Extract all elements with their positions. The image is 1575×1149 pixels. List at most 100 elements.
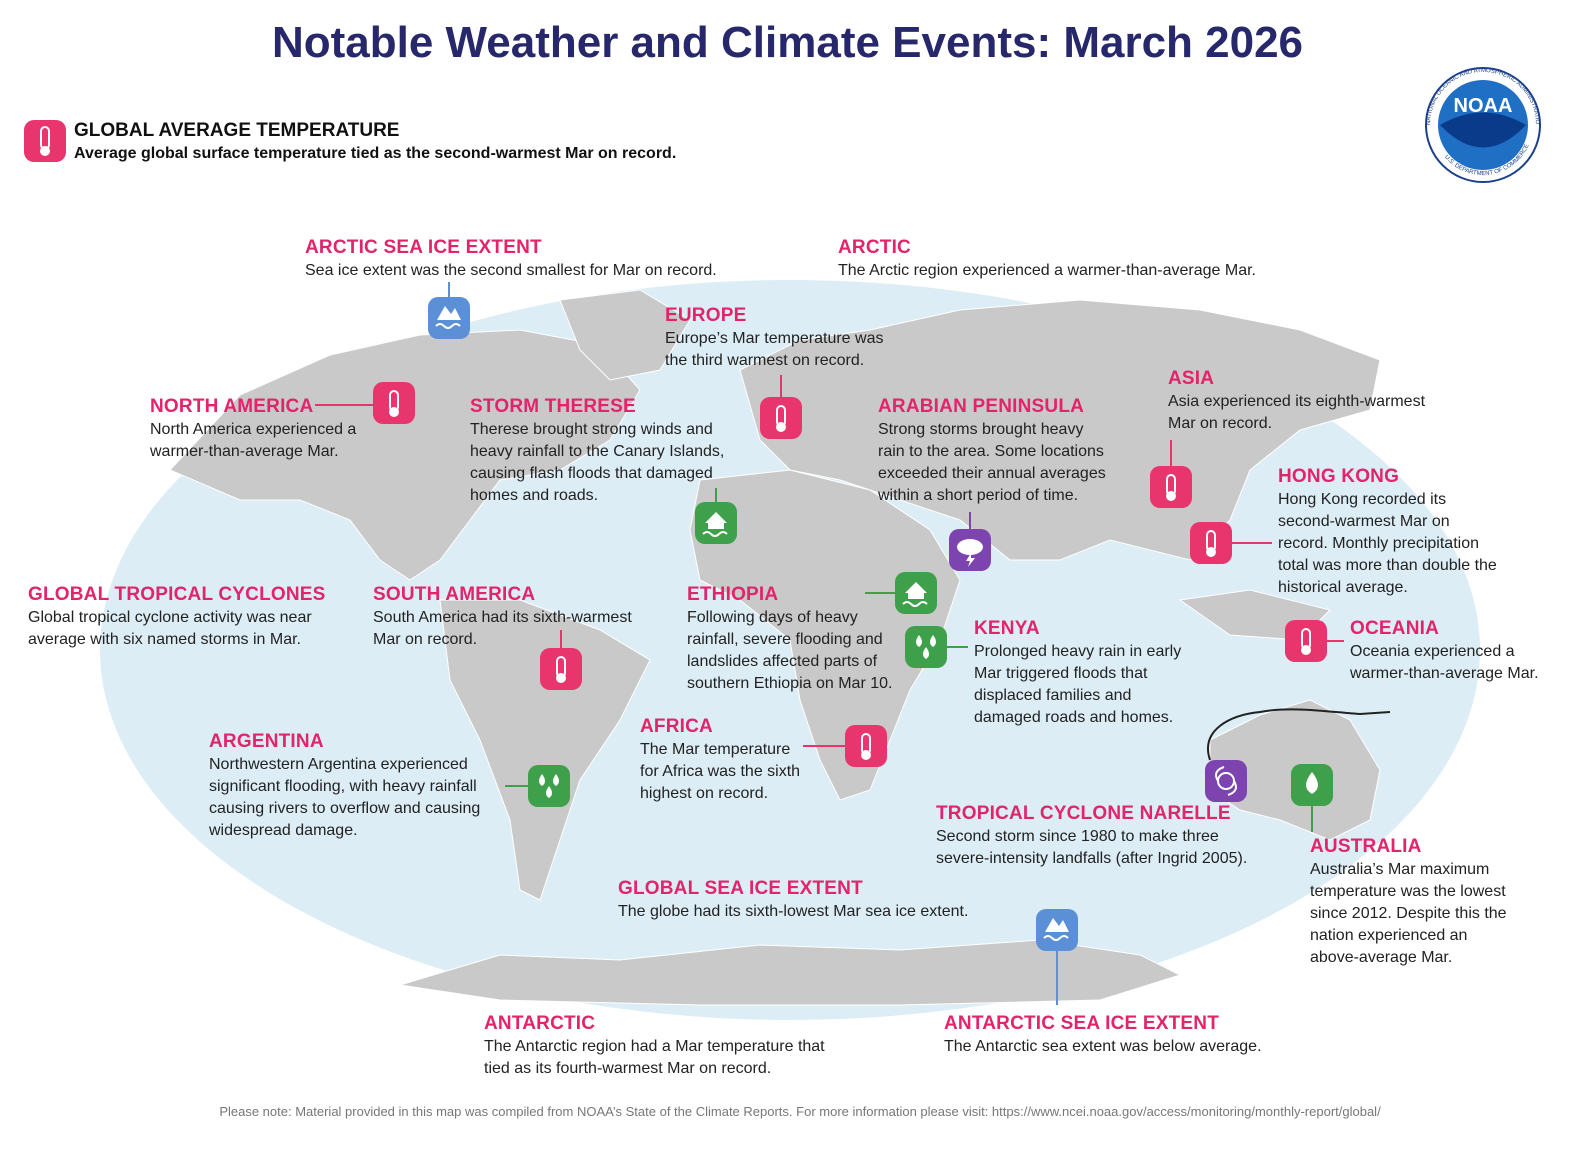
event-heading: EUROPE bbox=[665, 305, 747, 326]
event-icon bbox=[845, 725, 887, 767]
thermometer-bulb bbox=[556, 673, 566, 683]
event-text: highest on record. bbox=[640, 785, 769, 802]
event-text: Global tropical cyclone activity was nea… bbox=[28, 609, 312, 626]
event-heading: ASIA bbox=[1168, 368, 1215, 389]
event-text: Second storm since 1980 to make three bbox=[936, 828, 1219, 845]
event: GLOBAL TROPICAL CYCLONES Global tropical … bbox=[28, 583, 326, 651]
event-text: landslides affected parts of bbox=[687, 653, 878, 670]
event-text: second-warmest Mar on bbox=[1278, 513, 1450, 530]
event-text: the third warmest on record. bbox=[665, 352, 865, 369]
ice-glyph bbox=[437, 306, 461, 320]
drop-glyph bbox=[539, 774, 545, 786]
title: Notable Weather and Climate Events: Marc… bbox=[271, 18, 1304, 67]
ice-glyph bbox=[1045, 918, 1069, 932]
thermometer-bulb bbox=[1301, 645, 1311, 655]
thermometer-bulb bbox=[389, 407, 399, 417]
event-icon bbox=[1205, 760, 1247, 802]
event-text: causing rivers to overflow and causing bbox=[209, 800, 481, 817]
event-text: The Antarctic region had a Mar temperatu… bbox=[484, 1038, 825, 1055]
drop-glyph bbox=[553, 774, 559, 786]
event-icon bbox=[1190, 522, 1232, 564]
event: ARCTIC SEA ICE EXTENT Sea ice extent was … bbox=[305, 236, 717, 282]
event-heading: GLOBAL TROPICAL CYCLONES bbox=[28, 584, 326, 605]
event-text: Prolonged heavy rain in early bbox=[974, 643, 1182, 660]
event-text: The globe had its sixth-lowest Mar sea i… bbox=[618, 903, 969, 920]
drop-glyph bbox=[1306, 772, 1318, 794]
event: TROPICAL CYCLONE NARELLE Second storm sin… bbox=[936, 802, 1247, 870]
event: GLOBAL SEA ICE EXTENT The globe had its s… bbox=[618, 877, 968, 923]
event-text: Northwestern Argentina experienced bbox=[209, 756, 468, 773]
house-glyph bbox=[905, 582, 927, 599]
event: ANTARCTIC The Antarctic region had a Mar … bbox=[484, 1012, 825, 1080]
event-text: displaced families and bbox=[974, 687, 1132, 704]
event-heading: SOUTH AMERICA bbox=[373, 584, 536, 605]
event-text: The Antarctic sea extent was below avera… bbox=[944, 1038, 1262, 1055]
event-icon bbox=[373, 382, 415, 424]
event-text: since 2012. Despite this the bbox=[1310, 905, 1507, 922]
event-text: Mar triggered floods that bbox=[974, 665, 1148, 682]
thermometer-bulb bbox=[1206, 547, 1216, 557]
event-text: widespread damage. bbox=[209, 822, 358, 839]
wave-glyph bbox=[435, 323, 461, 329]
event-text: Strong storms brought heavy bbox=[878, 421, 1084, 438]
event-text: rain to the area. Some locations bbox=[878, 443, 1104, 460]
event-heading: ARCTIC SEA ICE EXTENT bbox=[305, 237, 542, 258]
event-text: temperature was the lowest bbox=[1310, 883, 1506, 900]
event-text: damaged roads and homes. bbox=[974, 709, 1174, 726]
event-text: North America experienced a bbox=[150, 421, 357, 438]
event-icon bbox=[1285, 620, 1327, 662]
event-heading: ANTARCTIC SEA ICE EXTENT bbox=[944, 1013, 1220, 1034]
event-heading: AUSTRALIA bbox=[1310, 836, 1422, 857]
event-text: Oceania experienced a bbox=[1350, 643, 1515, 660]
event-heading: ANTARCTIC bbox=[484, 1013, 596, 1034]
event-text: Sea ice extent was the second smallest f… bbox=[305, 262, 717, 279]
footnote: Please note: Material provided in this m… bbox=[219, 1104, 1381, 1119]
drop-glyph bbox=[546, 786, 552, 798]
event-heading: ARCTIC bbox=[838, 237, 911, 258]
event-icon bbox=[1150, 466, 1192, 508]
event-text: Therese brought strong winds and bbox=[470, 421, 713, 438]
event-text: for Africa was the sixth bbox=[640, 763, 801, 780]
global-text: Average global surface temperature tied … bbox=[74, 145, 677, 162]
event-text: Europe’s Mar temperature was bbox=[665, 330, 884, 347]
cyclone-track bbox=[1207, 708, 1391, 761]
event-heading: OCEANIA bbox=[1350, 618, 1440, 639]
event-heading: STORM THERESE bbox=[470, 396, 636, 417]
bolt-glyph bbox=[966, 553, 975, 567]
event: AUSTRALIA Australia’s Mar maximum temperat… bbox=[1310, 835, 1507, 969]
house-glyph bbox=[705, 512, 727, 529]
event-text: The Mar temperature bbox=[640, 741, 791, 758]
event: HONG KONG Hong Kong recorded its second-wa… bbox=[1278, 465, 1497, 599]
event: ETHIOPIA Following days of heavy rainfall,… bbox=[687, 583, 892, 695]
thermometer-bulb bbox=[861, 750, 871, 760]
event-text: Mar on record. bbox=[373, 631, 478, 648]
event: OCEANIA Oceania experienced a warmer-than-… bbox=[1350, 617, 1539, 685]
event: ANTARCTIC SEA ICE EXTENT The Antarctic se… bbox=[944, 1012, 1262, 1058]
cloud-glyph bbox=[957, 539, 983, 555]
event: ASIA Asia experienced its eighth-warmest M… bbox=[1168, 367, 1425, 435]
event: EUROPE Europe’s Mar temperature was the th… bbox=[665, 304, 883, 372]
event: NORTH AMERICA North America experienced a… bbox=[150, 395, 356, 463]
event-text: warmer-than-average Mar. bbox=[150, 443, 339, 460]
cyclone-arm bbox=[1215, 766, 1237, 796]
event: AFRICA The Mar temperature for Africa was … bbox=[640, 715, 800, 805]
drop-glyph bbox=[916, 635, 922, 647]
wave-glyph bbox=[702, 531, 728, 537]
drop-glyph bbox=[923, 647, 929, 659]
event: ARCTIC The Arctic region experienced a wa… bbox=[838, 236, 1256, 282]
event-text: homes and roads. bbox=[470, 487, 599, 504]
event-text: Mar on record. bbox=[1168, 415, 1273, 432]
event-text: significant flooding, with heavy rainfal… bbox=[209, 778, 477, 795]
event-text: southern Ethiopia on Mar 10. bbox=[687, 675, 893, 692]
event-heading: GLOBAL SEA ICE EXTENT bbox=[618, 878, 863, 899]
event-icon bbox=[760, 397, 802, 439]
event: ARGENTINA Northwestern Argentina experien… bbox=[209, 730, 480, 842]
logo-name: NOAA bbox=[1454, 95, 1513, 117]
event-text: historical average. bbox=[1278, 579, 1408, 596]
event-text: total was more than double the bbox=[1278, 557, 1497, 574]
event-heading: NORTH AMERICA bbox=[150, 396, 314, 417]
event-text: Hong Kong recorded its bbox=[1278, 491, 1447, 508]
event-text: within a short period of time. bbox=[878, 487, 1079, 504]
